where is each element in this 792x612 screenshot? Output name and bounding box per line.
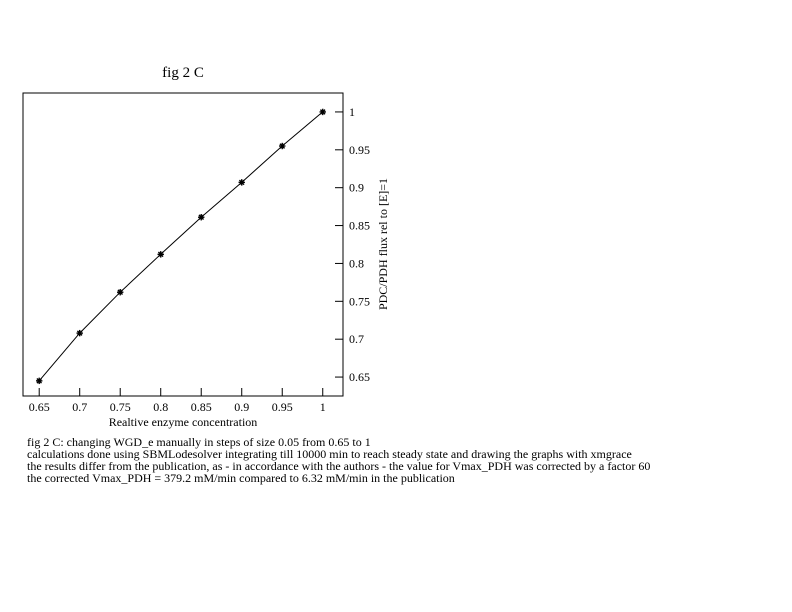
data-point bbox=[36, 377, 43, 385]
chart-title: fig 2 C bbox=[162, 65, 204, 81]
caption-line: the results differ from the publication,… bbox=[27, 459, 651, 473]
data-point bbox=[319, 108, 326, 116]
y-tick-label: 0.85 bbox=[349, 219, 370, 233]
caption-line: the corrected Vmax_PDH = 379.2 mM/min co… bbox=[27, 471, 455, 485]
figure-caption: fig 2 C: changing WGD_e manually in step… bbox=[27, 436, 650, 484]
data-point bbox=[238, 179, 245, 186]
y-tick-label: 0.9 bbox=[349, 181, 364, 195]
data-point bbox=[117, 289, 124, 296]
y-tick-label: 0.65 bbox=[349, 370, 370, 384]
y-tick-label: 1 bbox=[349, 105, 355, 119]
y-tick-label: 0.75 bbox=[349, 294, 370, 308]
series-line bbox=[38, 111, 324, 382]
y-axis-ticks: 0.65 0.7 0.75 0.8 0.85 0.9 0.95 1 bbox=[335, 105, 370, 384]
y-tick-label: 0.95 bbox=[349, 143, 370, 157]
x-tick-label: 0.9 bbox=[234, 400, 249, 414]
data-point bbox=[157, 251, 164, 258]
caption-line: calculations done using SBMLodesolver in… bbox=[27, 447, 632, 461]
x-tick-label: 0.75 bbox=[110, 400, 131, 414]
data-point bbox=[198, 214, 205, 221]
data-point bbox=[279, 142, 286, 150]
y-axis-label: PDC/PDH flux rel to [E]=1 bbox=[376, 178, 390, 310]
plot-frame bbox=[22, 92, 344, 397]
x-axis-ticks: 0.65 0.7 0.75 0.8 0.85 0.9 0.95 1 bbox=[29, 388, 326, 414]
x-tick-label: 1 bbox=[320, 400, 326, 414]
x-tick-label: 0.65 bbox=[29, 400, 50, 414]
x-tick-label: 0.8 bbox=[153, 400, 168, 414]
series-group bbox=[36, 108, 326, 385]
x-tick-label: 0.85 bbox=[191, 400, 212, 414]
x-tick-label: 0.7 bbox=[72, 400, 87, 414]
y-tick-label: 0.8 bbox=[349, 256, 364, 270]
x-axis-label: Realtive enzyme concentration bbox=[109, 415, 258, 429]
y-tick-label: 0.7 bbox=[349, 332, 364, 346]
caption-line: fig 2 C: changing WGD_e manually in step… bbox=[27, 435, 371, 449]
data-point bbox=[76, 329, 83, 337]
x-tick-label: 0.95 bbox=[272, 400, 293, 414]
